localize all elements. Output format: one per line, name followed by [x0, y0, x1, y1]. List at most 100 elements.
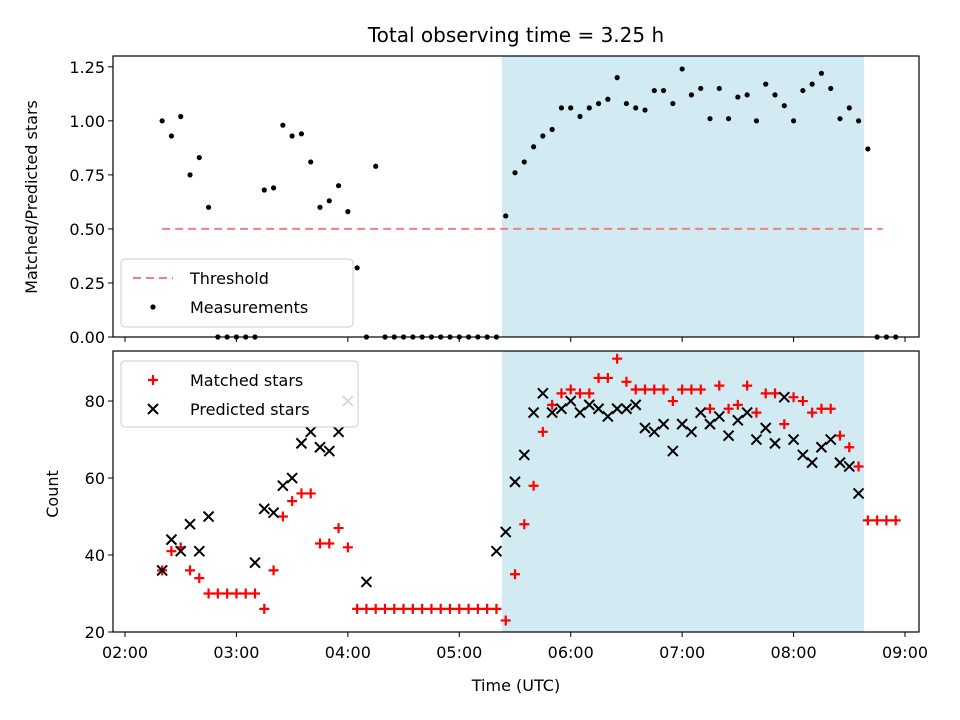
- data-point: [744, 92, 750, 98]
- data-point: [695, 384, 706, 395]
- data-point: [809, 81, 815, 87]
- data-point: [521, 159, 527, 165]
- data-point: [537, 426, 548, 437]
- data-point: [725, 116, 732, 122]
- data-point: [592, 403, 605, 415]
- data-point: [568, 105, 574, 111]
- data-point: [317, 204, 323, 210]
- data-point: [640, 384, 650, 395]
- data-point: [537, 387, 549, 400]
- data-point: [500, 526, 512, 538]
- data-point: [649, 384, 660, 395]
- legend: Matched stars Predicted stars: [120, 360, 359, 428]
- data-point: [490, 545, 503, 557]
- data-point: [648, 426, 660, 438]
- data-point: [862, 515, 873, 526]
- data-point: [865, 146, 871, 152]
- data-point: [855, 118, 862, 124]
- data-point: [679, 66, 685, 72]
- data-point: [435, 603, 446, 614]
- data-point: [602, 372, 613, 383]
- data-point: [159, 118, 165, 124]
- data-point: [165, 533, 178, 546]
- x-tick-label: 08:00: [771, 643, 817, 662]
- data-point: [651, 87, 657, 94]
- data-point: [187, 172, 193, 178]
- data-point: [380, 603, 390, 614]
- data-point: [716, 85, 722, 92]
- data-point: [326, 198, 332, 204]
- plot-frame: [112, 55, 920, 338]
- data-point: [342, 542, 353, 553]
- data-point: [250, 588, 260, 599]
- y-tick-label: 80: [85, 392, 105, 411]
- data-point: [772, 92, 778, 98]
- data-point: [779, 419, 790, 430]
- y-tick-label: 1.25: [69, 58, 105, 77]
- legend-box: [120, 360, 359, 428]
- data-point: [707, 116, 713, 122]
- data-point: [750, 433, 763, 446]
- data-point: [352, 603, 363, 614]
- top-y-axis-label: Matched/Predicted stars: [22, 100, 41, 294]
- data-point: [806, 456, 818, 469]
- data-point: [872, 515, 883, 526]
- x-axis-label: Time (UTC): [471, 676, 560, 695]
- data-point: [361, 603, 372, 614]
- data-point: [305, 426, 317, 438]
- data-point: [565, 384, 576, 395]
- data-point: [667, 445, 679, 457]
- data-point: [797, 396, 808, 407]
- data-point: [800, 87, 806, 94]
- data-point: [781, 103, 787, 109]
- data-point: [713, 410, 725, 423]
- data-point: [546, 406, 558, 419]
- data-point: [677, 384, 688, 395]
- data-point: [261, 187, 267, 193]
- data-point: [345, 209, 351, 215]
- data-point: [528, 480, 539, 491]
- legend-label: Predicted stars: [190, 400, 310, 419]
- data-point: [787, 433, 800, 446]
- data-point: [555, 403, 568, 415]
- ratio-panel: 0.00 0.25 0.50 0.75 1.00 1.25 Threshold Measure…: [69, 55, 920, 347]
- data-point: [519, 519, 530, 530]
- data-point: [835, 430, 845, 441]
- data-point: [751, 407, 762, 418]
- data-point: [676, 418, 688, 430]
- series-x: [156, 387, 865, 588]
- data-point: [660, 87, 667, 94]
- y-tick-label: 60: [85, 469, 105, 488]
- data-point: [277, 511, 288, 522]
- data-point: [527, 406, 540, 419]
- data-point: [844, 442, 855, 453]
- data-point: [825, 403, 836, 414]
- x-tick-label: 02:00: [102, 643, 148, 662]
- legend-dot-swatch: [150, 304, 156, 310]
- data-point: [556, 388, 567, 399]
- data-point: [695, 406, 707, 419]
- data-point: [323, 445, 335, 457]
- legend-plus-swatch: [148, 375, 158, 385]
- data-point: [482, 603, 493, 614]
- data-point: [175, 545, 187, 557]
- data-point: [760, 422, 772, 434]
- data-point: [815, 441, 828, 453]
- count-panel: 20 40 60 80 02:00 03:00 04:00 05:00 06:00 07:00 08…: [85, 350, 928, 662]
- data-point: [305, 488, 316, 499]
- data-point: [280, 122, 286, 128]
- x-tick-label: 05:00: [436, 643, 482, 662]
- data-point: [454, 603, 465, 614]
- data-point: [834, 456, 846, 469]
- data-point: [270, 185, 277, 191]
- data-point: [231, 588, 242, 599]
- data-point: [630, 384, 641, 395]
- x-tick-label: 04:00: [325, 643, 371, 662]
- data-point: [267, 506, 280, 519]
- data-point: [790, 118, 797, 124]
- data-point: [259, 603, 270, 614]
- data-point: [196, 154, 202, 161]
- data-point: [698, 85, 704, 92]
- data-point: [575, 388, 585, 399]
- data-point: [753, 118, 760, 124]
